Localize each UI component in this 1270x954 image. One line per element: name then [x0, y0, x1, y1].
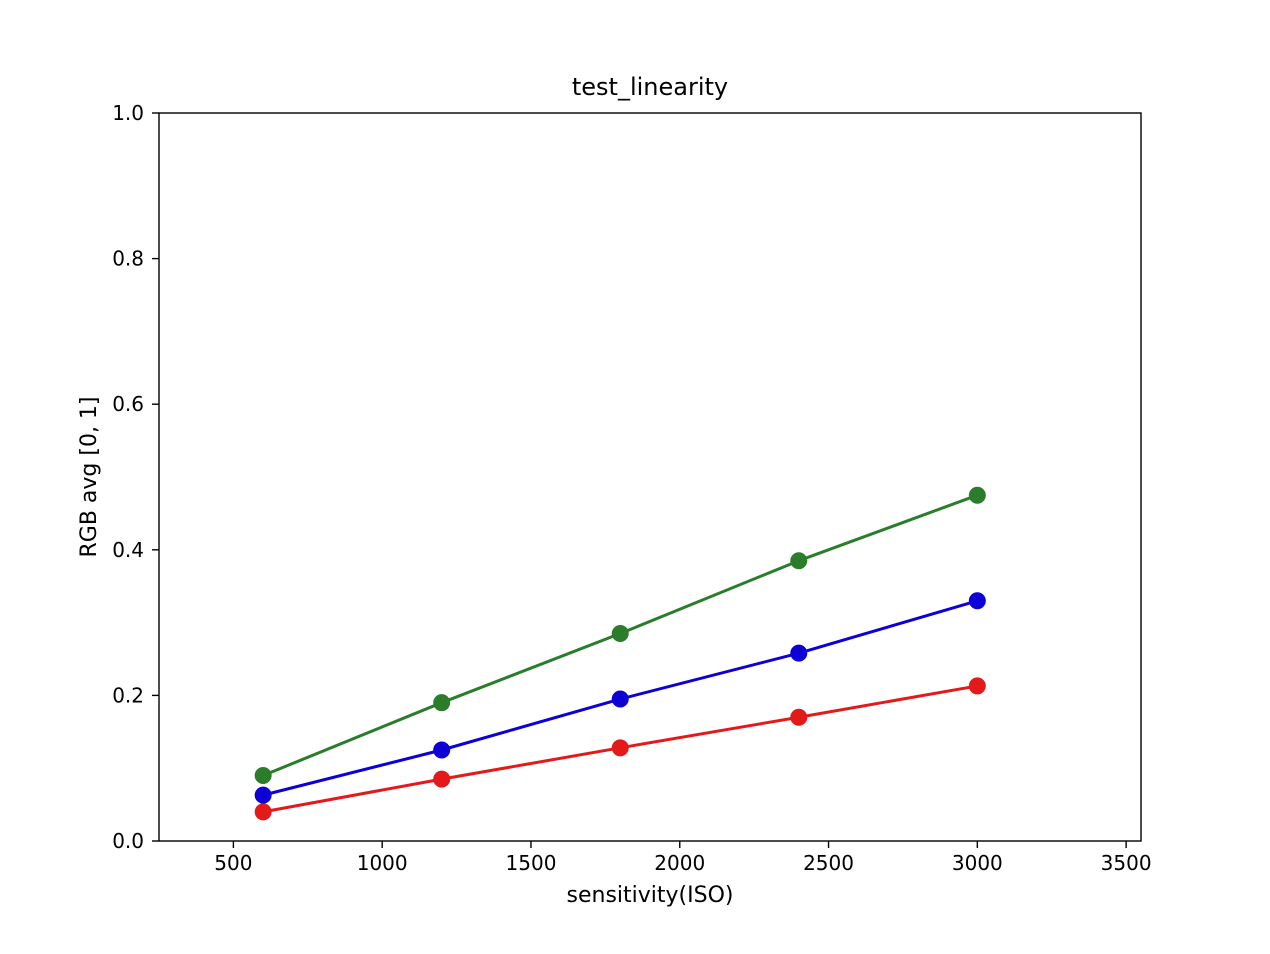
chart-background — [0, 0, 1270, 954]
series-marker-red — [969, 678, 985, 694]
y-axis-label: RGB avg [0, 1] — [77, 396, 102, 557]
x-tick-label: 2500 — [803, 851, 854, 875]
series-marker-blue — [791, 645, 807, 661]
x-axis-label: sensitivity(ISO) — [567, 883, 734, 908]
series-marker-blue — [612, 691, 628, 707]
y-tick-label: 0.0 — [112, 829, 144, 853]
x-tick-label: 500 — [214, 851, 252, 875]
y-tick-label: 0.8 — [112, 247, 144, 271]
series-marker-green — [969, 487, 985, 503]
line-chart: 500 1000 1500 2000 2500 3000 3500 0.0 0.2 0.4 0.6… — [0, 0, 1270, 954]
chart-title: test_linearity — [572, 73, 728, 101]
y-tick-label: 0.2 — [112, 683, 144, 707]
series-marker-red — [434, 771, 450, 787]
series-marker-blue — [255, 787, 271, 803]
chart-container: 500 1000 1500 2000 2500 3000 3500 0.0 0.2 0.4 0.6… — [0, 0, 1270, 954]
series-marker-blue — [434, 742, 450, 758]
series-marker-green — [434, 695, 450, 711]
x-tick-label: 2000 — [654, 851, 705, 875]
x-tick-label: 1500 — [506, 851, 557, 875]
y-tick-label: 1.0 — [112, 101, 144, 125]
x-tick-label: 3000 — [952, 851, 1003, 875]
x-tick-label: 1000 — [357, 851, 408, 875]
series-marker-green — [612, 626, 628, 642]
series-marker-blue — [969, 593, 985, 609]
series-marker-red — [791, 709, 807, 725]
x-tick-label: 3500 — [1101, 851, 1152, 875]
y-tick-label: 0.4 — [112, 538, 144, 562]
series-marker-green — [255, 767, 271, 783]
y-tick-label: 0.6 — [112, 392, 144, 416]
series-marker-red — [255, 804, 271, 820]
series-marker-green — [791, 553, 807, 569]
series-marker-red — [612, 740, 628, 756]
